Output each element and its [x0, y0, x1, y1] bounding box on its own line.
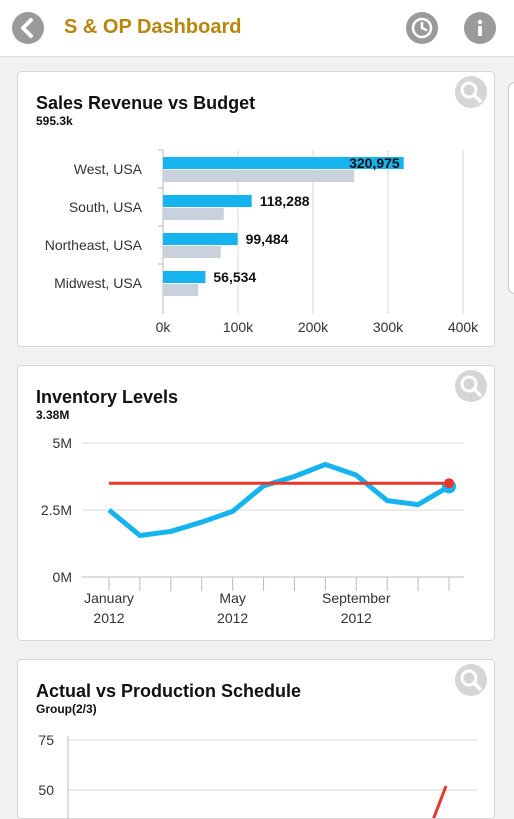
chevron-left-icon [21, 18, 33, 38]
magnifier-icon [460, 375, 482, 397]
bar-actual [163, 157, 404, 169]
target-marker [444, 478, 454, 489]
x-tick-label: 100k [223, 319, 254, 335]
x-tick-label: 400k [448, 319, 479, 335]
card-subtitle: Group(2/3) [36, 702, 97, 716]
info-icon [477, 19, 483, 36]
bar-budget [163, 170, 355, 182]
side-panel-edge[interactable] [508, 82, 514, 294]
x-tick-label-year: 2012 [93, 610, 124, 626]
inventory-line-chart: 0M 2.5M 5M January 2012 May 2012 September 2012 [41, 435, 464, 626]
bar-budget [163, 284, 199, 296]
x-tick-label-month: January [84, 590, 134, 606]
zoom-button[interactable] [455, 370, 487, 402]
production-card[interactable]: Actual vs Production Schedule Group(2/3)… [17, 659, 495, 819]
inventory-series-line [107, 461, 451, 538]
info-button[interactable] [464, 12, 496, 44]
bar-value-label: 99,484 [246, 231, 289, 247]
page-title: S & OP Dashboard [64, 16, 242, 38]
bar-actual [163, 233, 238, 245]
bar-actual [163, 271, 206, 283]
bar-actual [163, 195, 252, 207]
back-button[interactable] [12, 12, 44, 44]
bar-budget [163, 246, 221, 258]
app-header: S & OP Dashboard [0, 0, 514, 57]
y-tick-label: Midwest, USA [54, 275, 143, 291]
history-button[interactable] [406, 12, 438, 44]
y-tick-label: 75 [38, 732, 54, 748]
bar-value-label: 56,534 [213, 269, 256, 285]
bar-value-label: 320,975 [349, 155, 400, 171]
zoom-button[interactable] [455, 664, 487, 696]
x-tick-label-year: 2012 [217, 610, 248, 626]
card-subtitle: 595.3k [36, 114, 73, 128]
y-tick-label: South, USA [69, 199, 143, 215]
x-tick-label: 300k [373, 319, 404, 335]
y-tick-label: 50 [38, 782, 54, 798]
y-tick-label: 5M [53, 435, 72, 451]
card-title: Actual vs Production Schedule [36, 681, 302, 701]
sales-revenue-card[interactable]: Sales Revenue vs Budget 595.3k 0k 100k 200… [17, 71, 495, 347]
card-subtitle: 3.38M [36, 408, 70, 422]
x-tick-label: 200k [298, 319, 329, 335]
y-tick-label: Northeast, USA [45, 237, 143, 253]
magnifier-icon [460, 669, 482, 691]
card-title: Inventory Levels [36, 387, 179, 407]
y-tick-label: 0M [53, 569, 72, 585]
card-title: Sales Revenue vs Budget [36, 93, 256, 113]
x-tick-label-month: September [322, 590, 391, 606]
clock-icon [411, 17, 433, 39]
x-tick-label-month: May [219, 590, 245, 606]
bar-value-label: 118,288 [260, 193, 310, 209]
zoom-button[interactable] [455, 76, 487, 108]
bar-budget [163, 208, 224, 220]
production-line-chart: 75 50 [38, 732, 478, 818]
magnifier-icon [460, 81, 482, 103]
schedule-line [432, 785, 448, 818]
y-tick-label: 2.5M [41, 502, 72, 518]
inventory-card[interactable]: Inventory Levels 3.38M 0M 2.5M 5M January 20… [17, 365, 495, 641]
sales-bar-chart: 0k 100k 200k 300k 400k West, USA 320,975 South,… [45, 149, 479, 335]
x-tick-label: 0k [156, 319, 172, 335]
x-tick-label-year: 2012 [341, 610, 372, 626]
y-tick-label: West, USA [74, 161, 143, 177]
